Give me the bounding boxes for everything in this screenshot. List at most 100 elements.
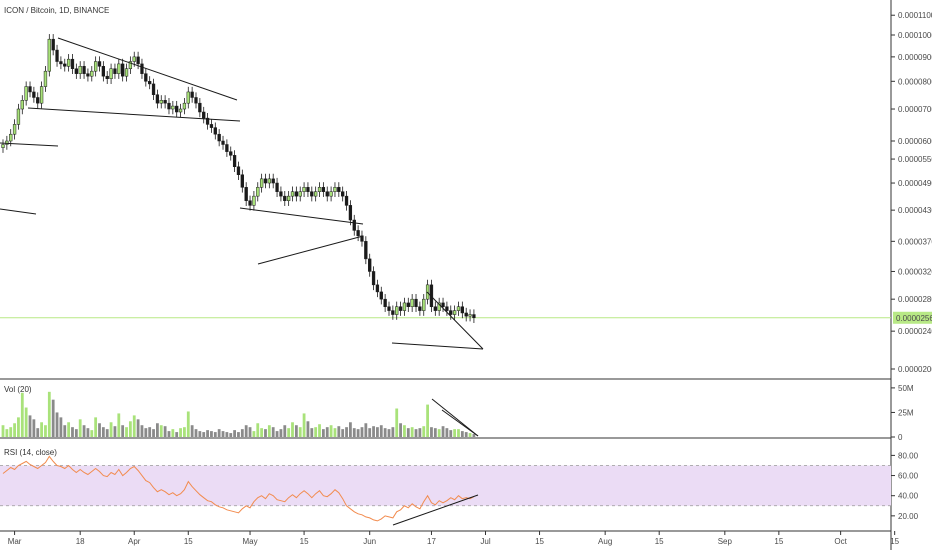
trendline (0, 208, 37, 215)
candle-body (59, 61, 63, 65)
candle (186, 86, 190, 109)
candle-body (317, 187, 322, 192)
candle (283, 191, 287, 206)
candle (271, 173, 275, 189)
candle-body (286, 195, 291, 201)
candle (128, 56, 133, 74)
candle (140, 58, 144, 79)
volume-bar (441, 426, 445, 437)
candle-body (117, 63, 121, 74)
candle-body (182, 102, 187, 110)
volume-bar (302, 413, 306, 437)
candle (78, 61, 82, 79)
candle (341, 186, 345, 202)
volume-bar (229, 433, 233, 437)
candle (16, 103, 21, 130)
volume-label: Vol (20) (4, 385, 32, 394)
candle-body (267, 178, 271, 184)
volume-bar (283, 425, 287, 437)
candle-body (263, 178, 268, 184)
time-tick-label: 15 (300, 537, 309, 546)
candle (252, 191, 256, 211)
candle (437, 297, 441, 316)
candle-body (55, 49, 59, 62)
volume-bar (318, 424, 321, 437)
volume-bar (202, 432, 206, 437)
volume-bar (399, 423, 402, 437)
candle-body (452, 310, 457, 315)
candle (414, 294, 418, 312)
volume-bar (101, 427, 105, 437)
volume-bar (206, 430, 209, 437)
volume-bar (233, 430, 236, 437)
candle-body (66, 58, 71, 67)
volume-bar (40, 422, 43, 437)
candle-body (78, 66, 82, 74)
volume-bar (71, 427, 74, 437)
candle (12, 119, 17, 140)
candle-body (271, 178, 275, 184)
volume-bar (414, 429, 418, 437)
candle-body (418, 306, 422, 311)
candle (310, 186, 314, 202)
time-tick-label: 15 (184, 537, 193, 546)
candle (452, 305, 457, 320)
candle-body (217, 133, 221, 142)
candle (202, 106, 206, 124)
candle (398, 301, 403, 316)
candle (74, 63, 78, 79)
volume-bar (376, 427, 379, 437)
volume-bar (47, 391, 51, 437)
volume-bar (306, 421, 310, 437)
candle (302, 182, 306, 197)
candle (329, 186, 333, 202)
candle-body (310, 191, 314, 197)
candle (175, 100, 179, 118)
candle (375, 279, 380, 298)
candle (32, 86, 36, 103)
volume-bar (152, 429, 155, 437)
candle-body (437, 302, 441, 311)
candle-body (456, 306, 461, 311)
candle-body (391, 310, 395, 315)
candle (286, 191, 291, 206)
time-tick-label: Aug (598, 537, 612, 546)
volume-bar (287, 428, 291, 437)
candle-body (221, 140, 225, 145)
volume-bar (86, 428, 90, 437)
volume-bar (406, 428, 410, 437)
volume-bar (356, 429, 360, 437)
candle (321, 182, 326, 197)
volume-bar (468, 433, 472, 437)
candle (468, 309, 472, 322)
candle-body (82, 66, 86, 74)
candle-body (209, 124, 214, 128)
volume-bar (148, 427, 152, 437)
candle (121, 58, 125, 82)
candle-body (171, 105, 175, 110)
candle (182, 98, 187, 115)
volume-bar (271, 427, 275, 437)
volume-bar (113, 426, 117, 437)
volume-bar (260, 428, 264, 437)
candle-body (375, 284, 380, 293)
candle (213, 122, 217, 140)
volume-bar (90, 430, 94, 437)
volume-bar (449, 430, 453, 437)
candle-body (39, 86, 44, 104)
candle-body (12, 124, 17, 135)
volume-bar (225, 432, 229, 437)
volume-bar (98, 423, 101, 437)
candle-body (148, 81, 152, 85)
candle (449, 305, 453, 320)
volume-bar (368, 428, 372, 437)
trendline (441, 409, 479, 437)
candle (333, 182, 337, 197)
candle-body (422, 298, 426, 311)
volume-bar (345, 427, 348, 437)
